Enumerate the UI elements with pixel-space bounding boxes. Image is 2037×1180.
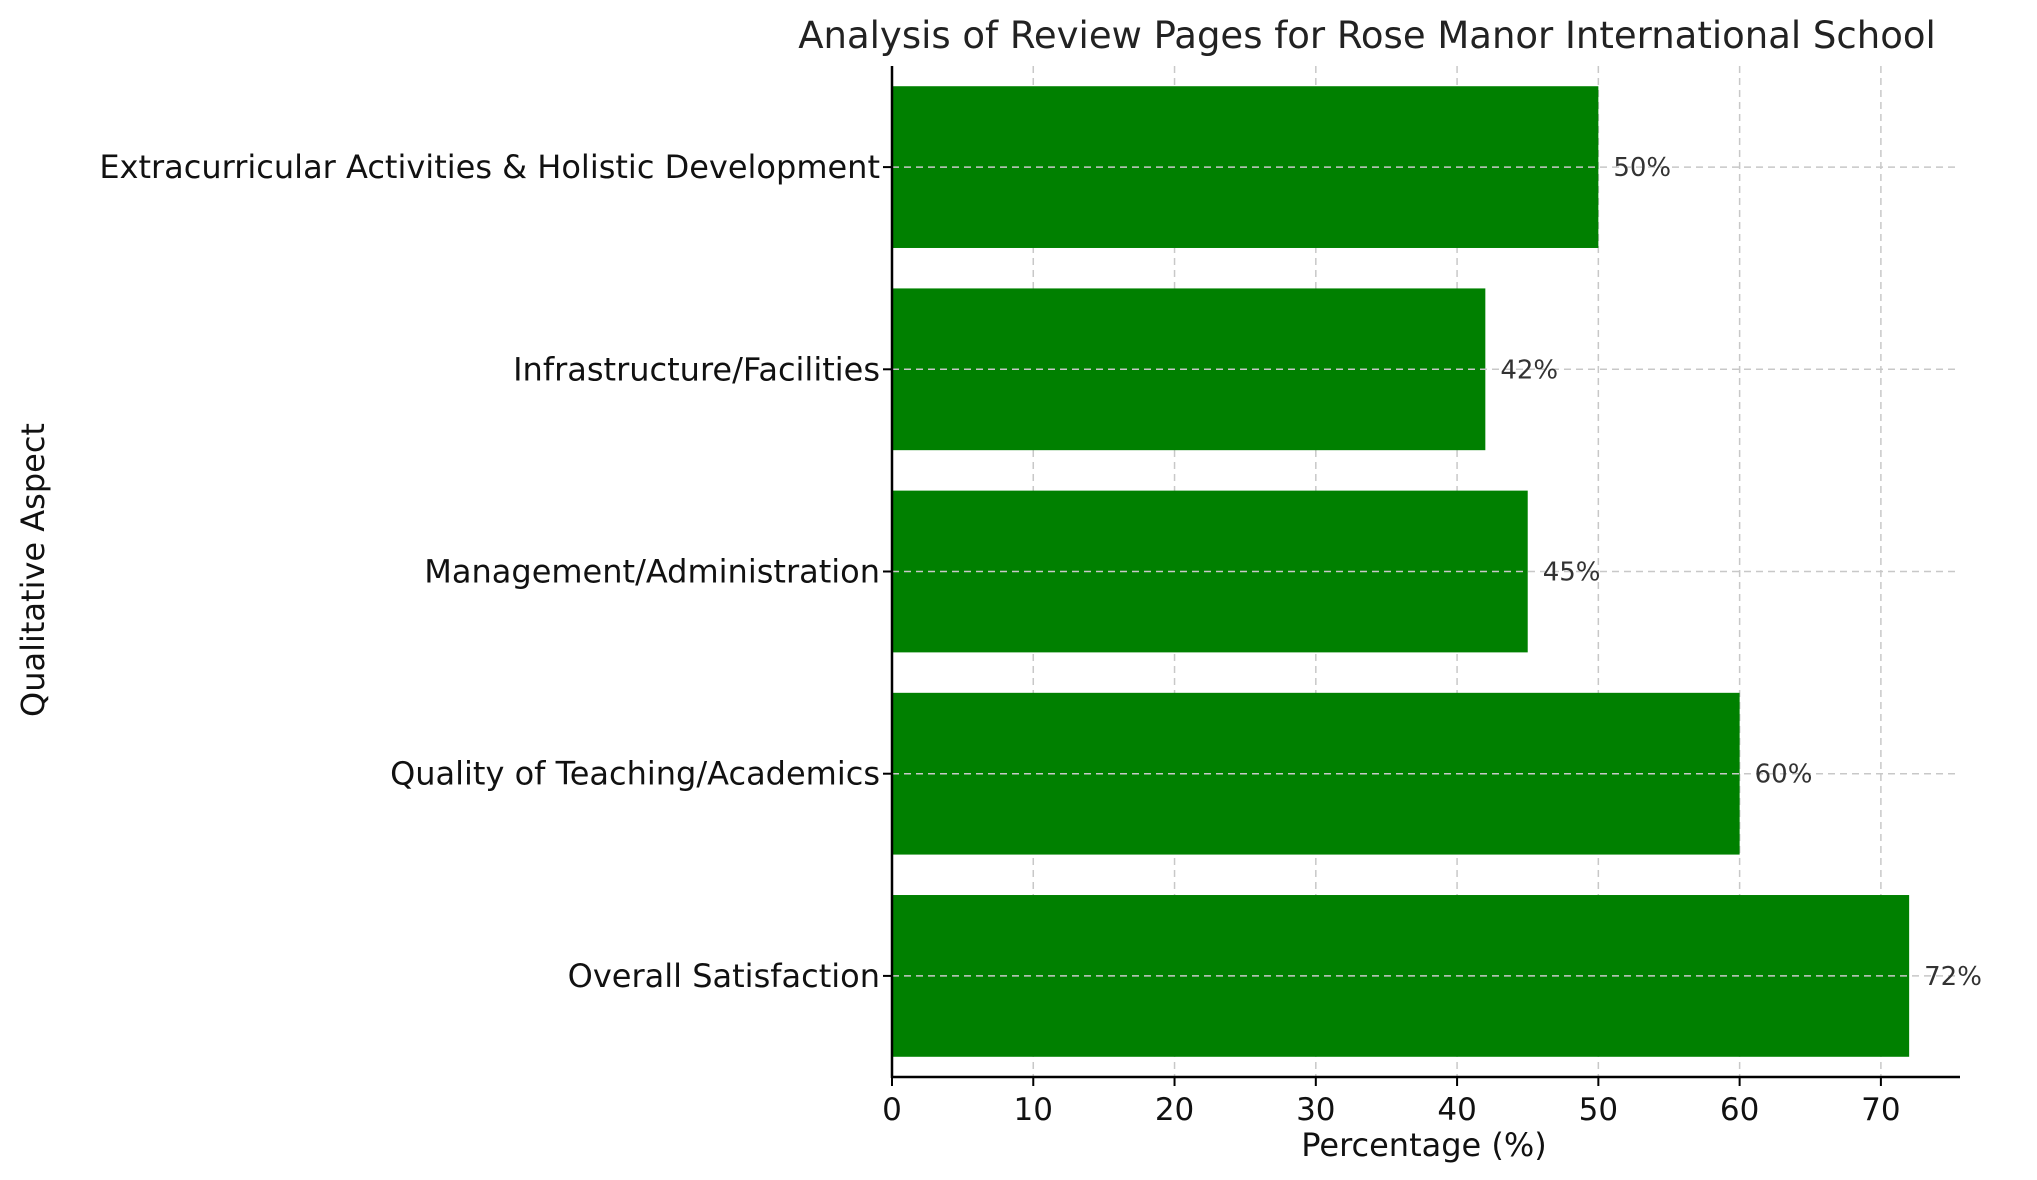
label-layer: 0 10 20 30 40 50 60 70 Overall Satisfaction Quali…	[99, 148, 1982, 1128]
category-label-4: Extracurricular Activities & Holistic De…	[99, 148, 880, 186]
chart-title: Analysis of Review Pages for Rose Manor …	[798, 14, 1936, 57]
y-axis-label: Qualitative Aspect	[14, 423, 52, 717]
x-tick-label-1: 10	[1014, 1092, 1053, 1128]
axis-layer	[883, 66, 1960, 1086]
category-label-1: Quality of Teaching/Academics	[390, 755, 880, 793]
x-tick-label-0: 0	[882, 1092, 902, 1128]
x-tick-label-5: 50	[1579, 1092, 1618, 1128]
category-label-2: Management/Administration	[424, 553, 880, 591]
data-label-2: 45%	[1543, 558, 1601, 588]
horizontal-grid-layer	[892, 166, 1960, 977]
x-axis-label: Percentage (%)	[1301, 1126, 1547, 1164]
data-label-3: 42%	[1500, 355, 1558, 385]
x-tick-label-3: 30	[1296, 1092, 1335, 1128]
x-tick-label-4: 40	[1437, 1092, 1476, 1128]
category-label-0: Overall Satisfaction	[568, 957, 880, 995]
x-tick-label-7: 70	[1861, 1092, 1900, 1128]
x-tick-label-2: 20	[1155, 1092, 1194, 1128]
data-label-4: 50%	[1613, 153, 1671, 183]
data-label-0: 72%	[1924, 962, 1982, 992]
category-label-3: Infrastructure/Facilities	[513, 350, 880, 388]
x-tick-label-6: 60	[1720, 1092, 1759, 1128]
data-label-1: 60%	[1755, 760, 1813, 790]
